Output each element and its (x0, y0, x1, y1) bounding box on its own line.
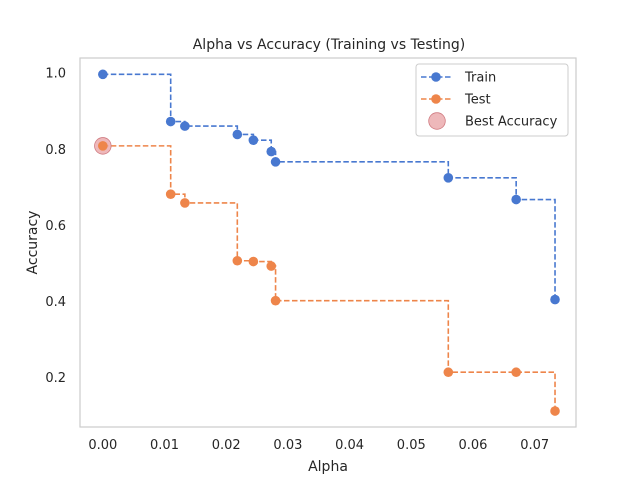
y-tick-labels: 0.2 0.4 0.6 0.8 1.0 (45, 67, 66, 386)
data-point-train (165, 116, 176, 127)
legend-best-marker (428, 112, 446, 130)
y-tick-label: 0.2 (45, 371, 66, 386)
x-tick-label: 0.05 (397, 438, 426, 453)
x-axis-label: Alpha (308, 459, 348, 475)
data-point-test (248, 256, 259, 267)
best-accuracy-point (98, 141, 108, 151)
y-tick-label: 0.4 (45, 295, 66, 310)
data-point-test (550, 406, 560, 416)
x-tick-label: 0.02 (212, 438, 241, 453)
legend-best-label: Best Accuracy (465, 115, 558, 130)
legend: Train Test Best Accuracy (415, 63, 569, 137)
x-tick-label: 0.03 (273, 438, 302, 453)
data-point-train (550, 294, 560, 305)
y-tick-label: 0.8 (45, 143, 66, 158)
x-tick-label: 0.07 (520, 438, 549, 453)
y-tick-label: 0.6 (45, 219, 66, 234)
data-point-train (180, 121, 190, 131)
data-point-test (180, 198, 190, 208)
data-point-test (266, 261, 277, 271)
data-point-test (165, 189, 176, 199)
data-point-train (443, 173, 454, 183)
data-point-train (248, 135, 259, 145)
legend-test-marker (431, 94, 441, 104)
data-point-test (270, 295, 281, 306)
y-axis-label: Accuracy (25, 211, 41, 275)
y-tick-label: 1.0 (45, 67, 66, 82)
x-tick-labels: 0.00 0.01 0.02 0.03 0.04 0.05 0.06 0.07 (88, 438, 549, 453)
best-accuracy-layer (94, 137, 112, 155)
legend-box (415, 63, 569, 137)
legend-test-label: Test (464, 93, 491, 108)
data-point-train (266, 146, 277, 157)
data-point-train (232, 129, 243, 140)
data-point-test (511, 367, 521, 378)
data-point-test (443, 367, 454, 378)
x-tick-label: 0.06 (458, 438, 487, 453)
series-line-test (102, 145, 556, 412)
x-tick-label: 0.01 (150, 438, 179, 453)
chart-title: Alpha vs Accuracy (Training vs Testing) (193, 37, 466, 53)
x-tick-label: 0.00 (88, 438, 117, 453)
data-point-train (270, 157, 281, 167)
x-tick-label: 0.04 (335, 438, 364, 453)
data-point-train (511, 194, 521, 205)
legend-train-marker (431, 72, 441, 82)
data-point-test (232, 255, 243, 266)
legend-train-label: Train (464, 71, 496, 86)
data-point-train (98, 69, 108, 80)
